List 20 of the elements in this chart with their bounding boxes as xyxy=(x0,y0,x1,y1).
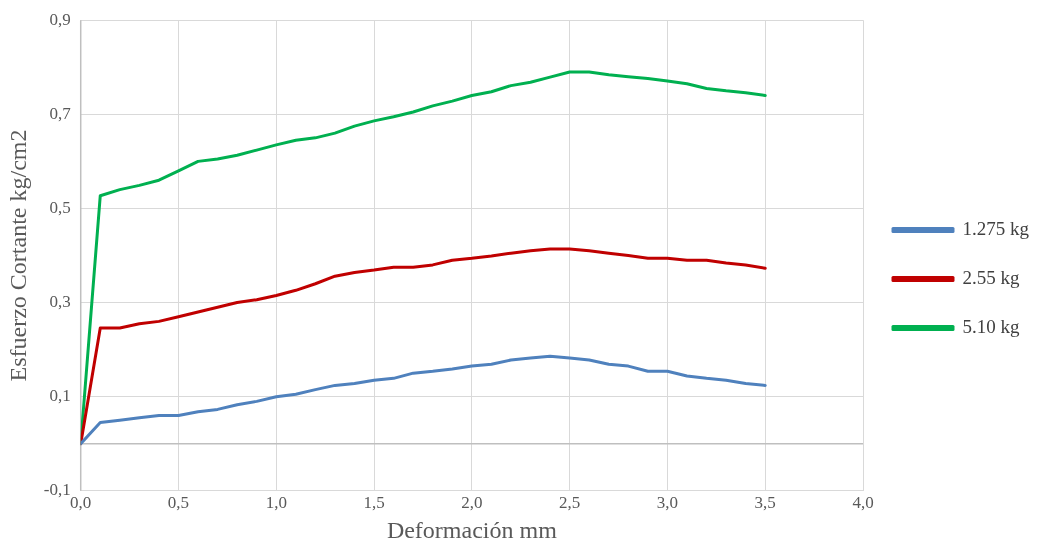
y-axis-title: Esfuerzo Cortante kg/cm2 xyxy=(4,129,31,382)
x-tick-label: 2,5 xyxy=(559,493,581,513)
x-tick-label: 2,0 xyxy=(461,493,483,513)
y-tick-label: 0,1 xyxy=(49,386,71,406)
x-axis-title: Deformación mm xyxy=(386,516,558,543)
x-tick-label: 0,5 xyxy=(167,493,190,513)
legend-label: 2.55 kg xyxy=(962,266,1020,288)
y-tick-label: 0,5 xyxy=(49,197,71,217)
y-tick-label: -0,1 xyxy=(43,480,71,500)
legend-label: 5.10 kg xyxy=(962,315,1020,337)
x-tick-label: 0,0 xyxy=(70,493,92,513)
x-tick-label: 1,5 xyxy=(363,493,385,513)
y-tick-label: 0,3 xyxy=(49,292,71,312)
x-tick-label: 3,0 xyxy=(656,493,679,513)
y-tick-label: 0,9 xyxy=(49,9,71,29)
x-tick-label: 3,5 xyxy=(754,493,776,513)
legend-label: 1.275 kg xyxy=(962,217,1030,239)
x-tick-label: 4,0 xyxy=(852,493,874,513)
y-tick-label: 0,7 xyxy=(49,103,72,123)
x-tick-label: 1,0 xyxy=(265,493,287,513)
